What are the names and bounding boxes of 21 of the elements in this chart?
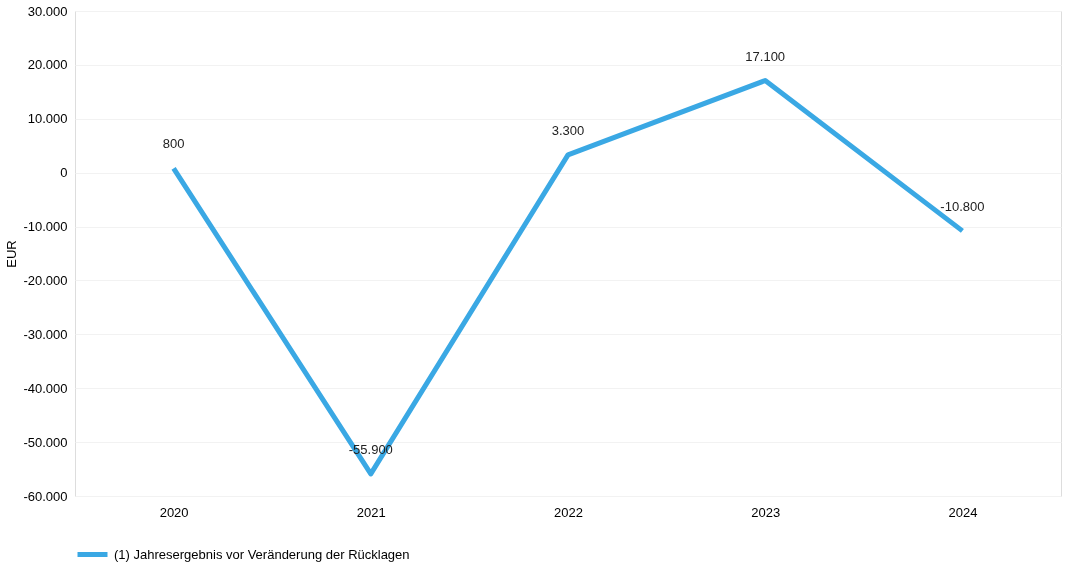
data-label: 800 bbox=[162, 136, 185, 152]
x-tick-label: 2022 bbox=[554, 504, 583, 520]
y-tick-label: -60.000 bbox=[23, 488, 68, 504]
y-tick-label: -30.000 bbox=[23, 326, 68, 342]
legend-label: (1) Jahresergebnis vor Veränderung der Rücklagen bbox=[114, 546, 410, 562]
data-label: 17.100 bbox=[745, 48, 786, 64]
y-tick-label: -20.000 bbox=[23, 272, 68, 288]
y-tick-label: -40.000 bbox=[23, 380, 68, 396]
y-tick-label: 10.000 bbox=[27, 111, 68, 127]
y-tick-label: -50.000 bbox=[23, 434, 68, 450]
data-label: 3.300 bbox=[551, 122, 585, 138]
y-axis-title: EUR bbox=[4, 240, 20, 268]
data-label: -10.800 bbox=[940, 198, 985, 214]
x-tick-label: 2024 bbox=[948, 504, 978, 520]
x-tick-label: 2020 bbox=[159, 504, 189, 520]
x-tick-label: 2021 bbox=[356, 504, 386, 520]
y-tick-label: 20.000 bbox=[27, 57, 68, 73]
y-tick-label: -10.000 bbox=[23, 219, 68, 235]
y-tick-label: 0 bbox=[60, 165, 68, 181]
x-tick-label: 2023 bbox=[751, 504, 781, 520]
y-tick-label: 30.000 bbox=[27, 3, 68, 19]
